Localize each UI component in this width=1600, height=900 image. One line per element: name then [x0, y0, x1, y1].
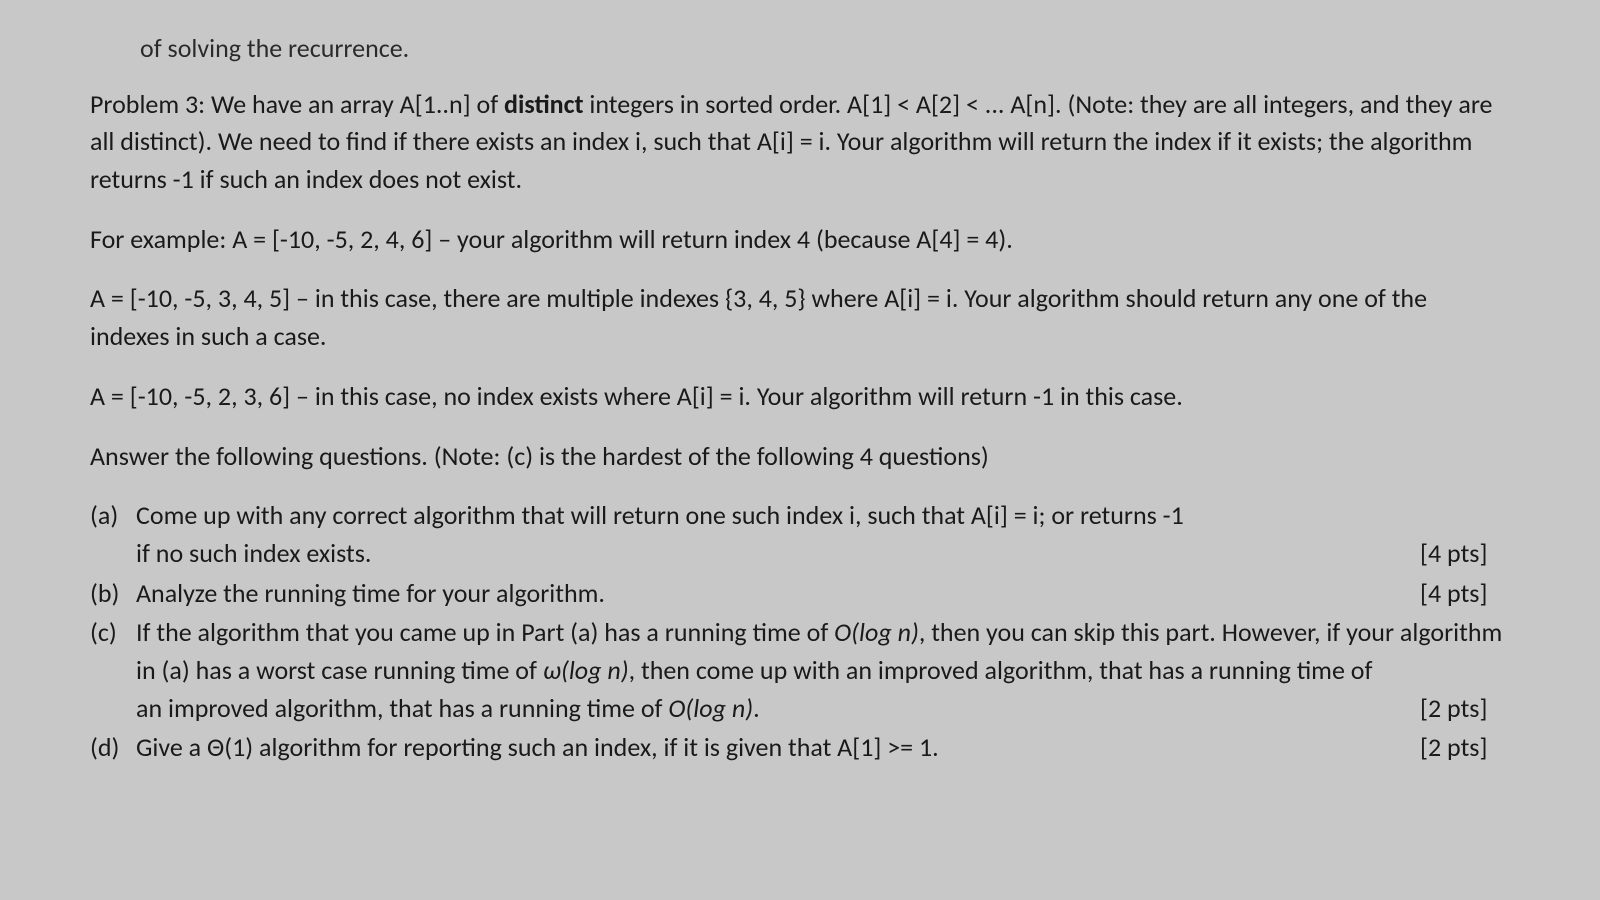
part-c-ologn-1: O(log n)	[834, 616, 919, 648]
part-c-body: If the algorithm that you came up in Par…	[136, 614, 1510, 689]
part-c-post: .	[753, 692, 760, 724]
part-b-points: [4 pts]	[1420, 575, 1510, 613]
answer-prompt: Answer the following questions. (Note: (…	[90, 438, 1510, 476]
part-c-mid2: , then come up with an improved algorith…	[629, 654, 1373, 686]
part-c-lastline: an improved algorithm, that has a runnin…	[136, 690, 1420, 728]
intro-text-a: We have an array A[1..n] of	[211, 88, 504, 120]
cutoff-previous-line: of solving the recurrence.	[140, 30, 1510, 68]
part-b-row: Analyze the running time for your algori…	[136, 575, 1510, 613]
part-a-label: (a)	[90, 497, 130, 535]
example-2: A = [-10, -5, 3, 4, 5] – in this case, t…	[90, 280, 1510, 355]
part-a-line1: Come up with any correct algorithm that …	[136, 497, 1510, 535]
part-c-ologn-2: O(log n)	[668, 692, 753, 724]
part-c-lastline-pre: an improved algorithm, that has a runnin…	[136, 692, 668, 724]
part-a-points: [4 pts]	[1420, 535, 1510, 573]
example-3: A = [-10, -5, 2, 3, 6] – in this case, n…	[90, 378, 1510, 416]
part-c-points: [2 pts]	[1420, 690, 1510, 728]
part-d-text: Give a Θ(1) algorithm for reporting such…	[136, 729, 1420, 767]
part-d-points: [2 pts]	[1420, 729, 1510, 767]
part-c-lastline-row: an improved algorithm, that has a runnin…	[136, 690, 1510, 728]
problem-number: Problem 3:	[90, 88, 205, 120]
part-b-text: Analyze the running time for your algori…	[136, 575, 1420, 613]
part-d-row: Give a Θ(1) algorithm for reporting such…	[136, 729, 1510, 767]
part-d: (d) Give a Θ(1) algorithm for reporting …	[136, 729, 1510, 767]
part-c-omega: ω(log n)	[543, 654, 629, 686]
part-a-line2: if no such index exists.	[136, 535, 1420, 573]
part-a: (a) Come up with any correct algorithm t…	[136, 497, 1510, 572]
part-d-label: (d)	[90, 729, 130, 767]
part-b-label: (b)	[90, 575, 130, 613]
part-c-label: (c)	[90, 614, 130, 652]
sub-parts-list: (a) Come up with any correct algorithm t…	[90, 497, 1510, 767]
example-1: For example: A = [-10, -5, 2, 4, 6] – yo…	[90, 221, 1510, 259]
part-b: (b) Analyze the running time for your al…	[136, 575, 1510, 613]
part-c: (c) If the algorithm that you came up in…	[136, 614, 1510, 727]
problem-document: of solving the recurrence. Problem 3: We…	[90, 30, 1510, 767]
intro-bold-distinct: distinct	[504, 88, 584, 120]
part-a-line2-row: if no such index exists. [4 pts]	[136, 535, 1510, 573]
problem-intro: Problem 3: We have an array A[1..n] of d…	[90, 86, 1510, 199]
part-c-pre: If the algorithm that you came up in Par…	[136, 616, 834, 648]
